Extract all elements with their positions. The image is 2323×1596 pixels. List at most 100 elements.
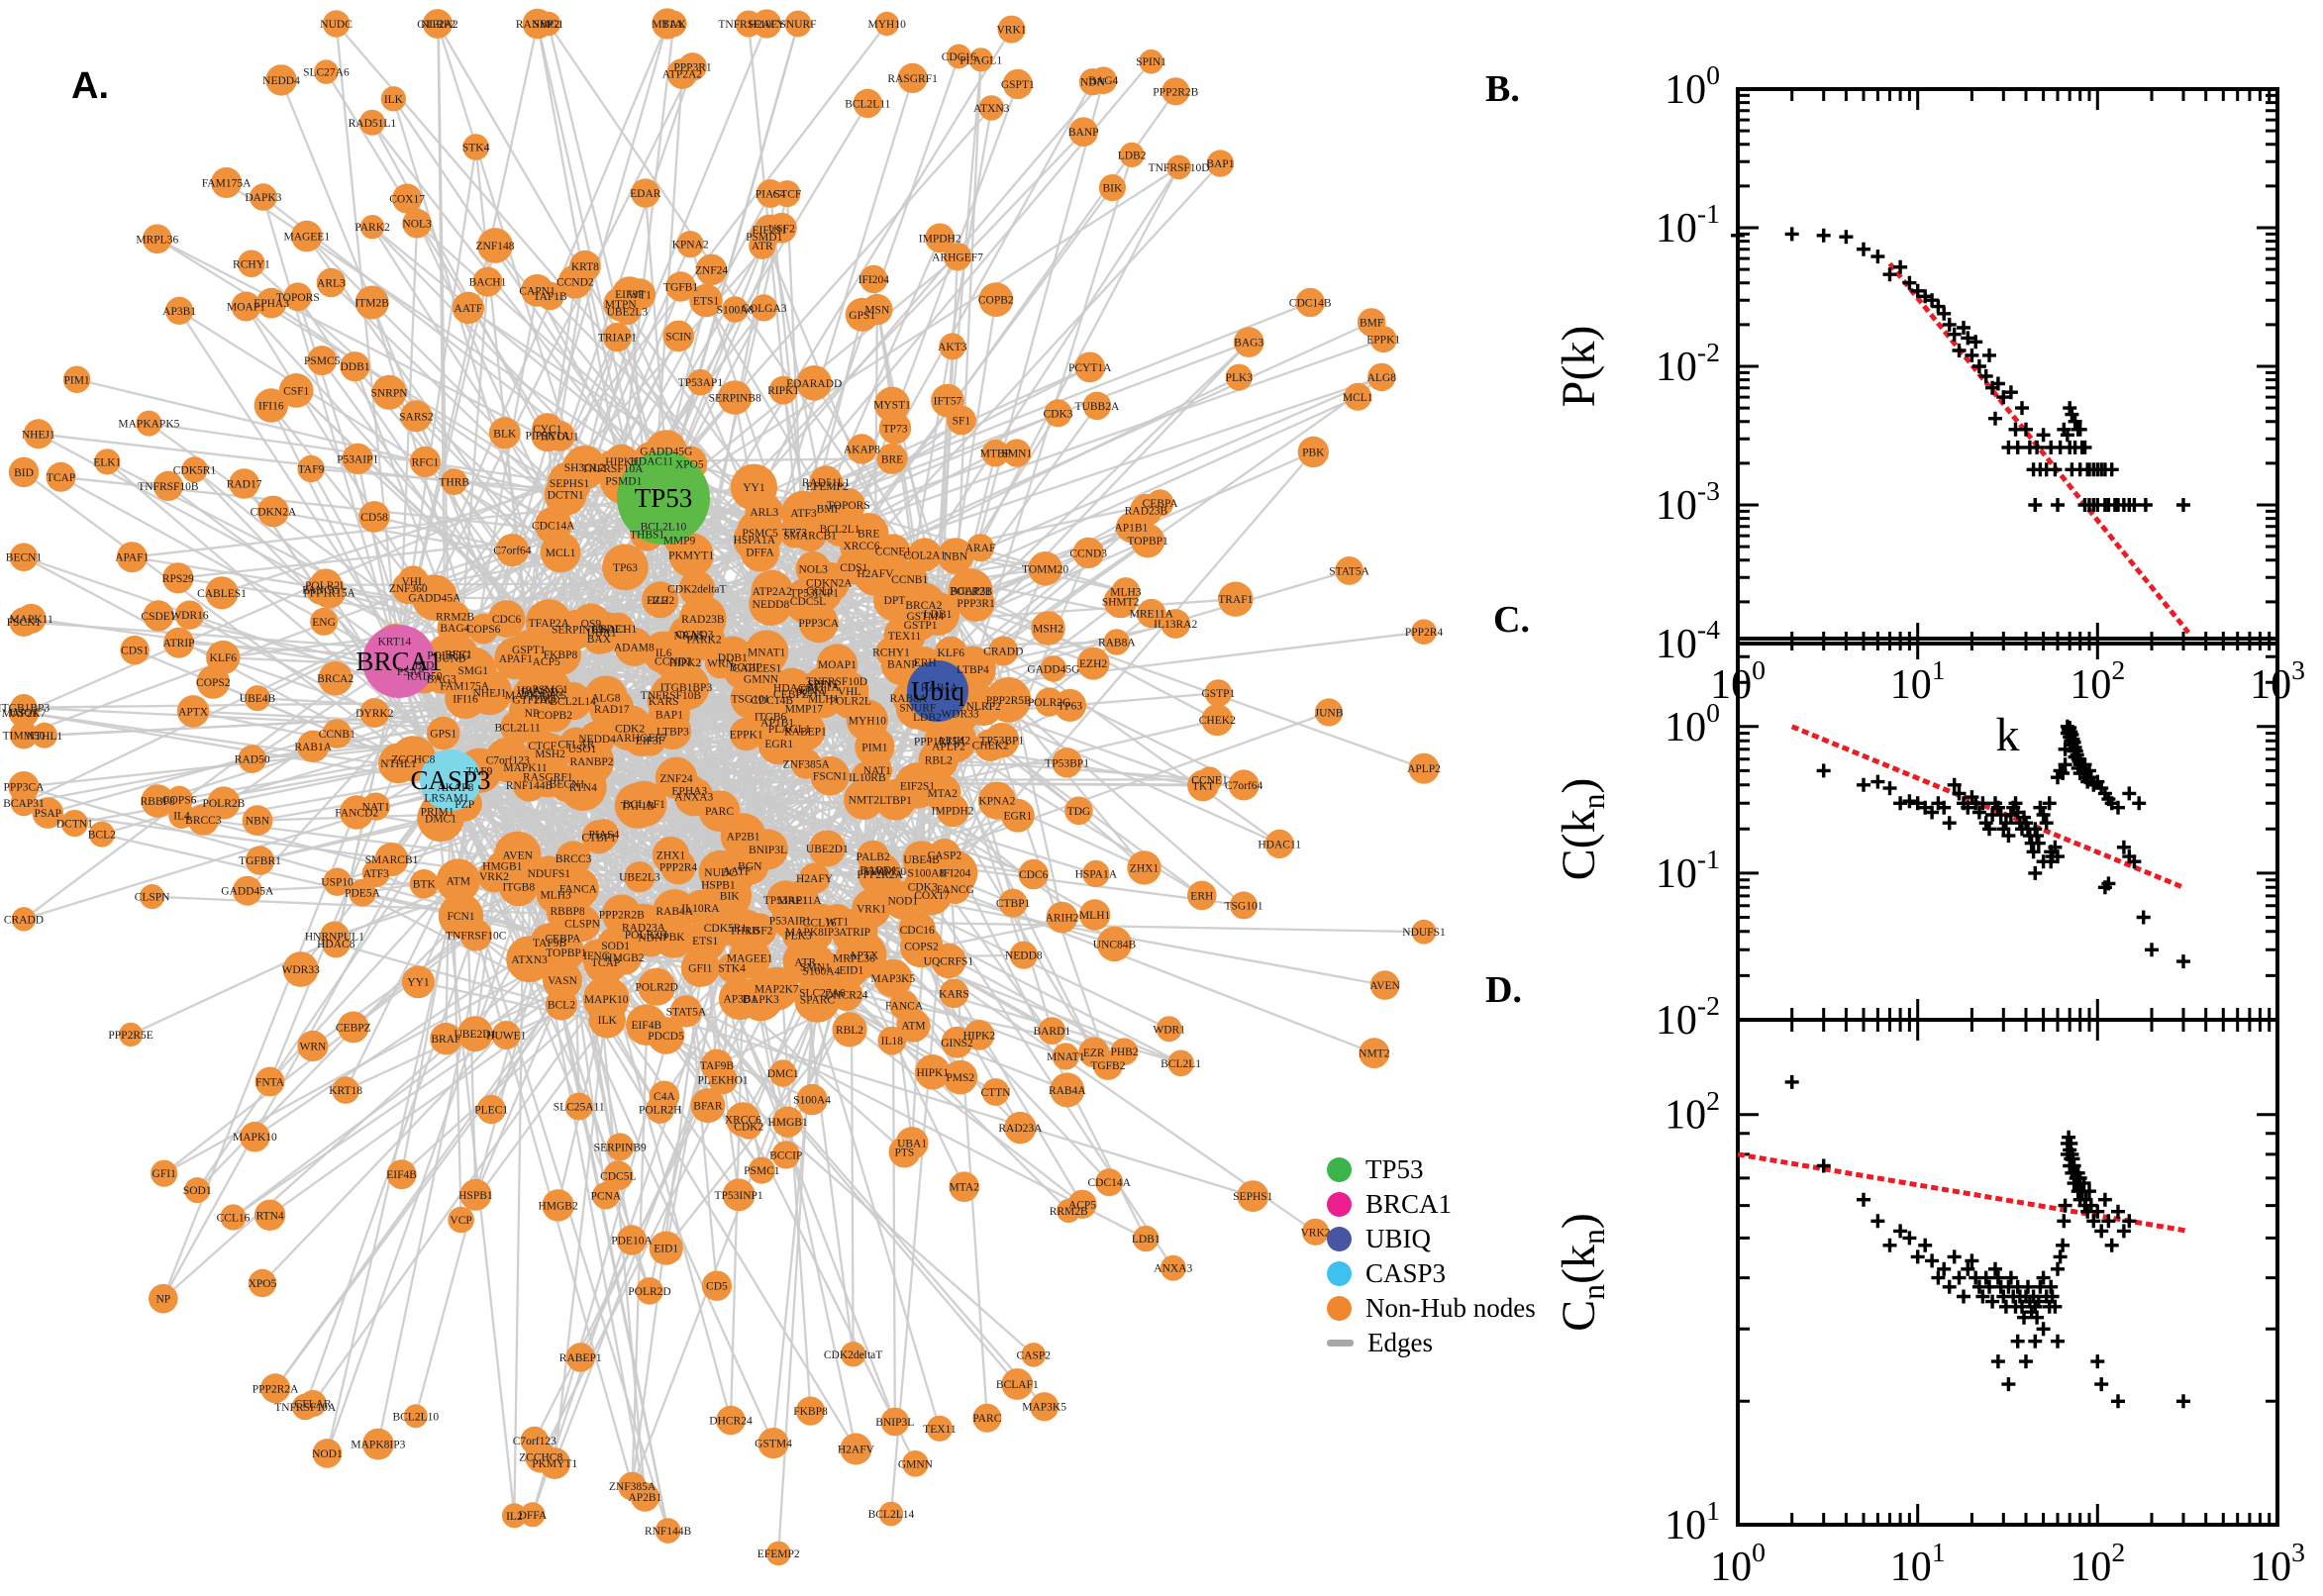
network-node[interactable] — [707, 909, 744, 946]
network-node[interactable] — [9, 543, 39, 571]
network-node[interactable] — [211, 167, 243, 198]
network-node[interactable] — [563, 905, 601, 942]
network-node[interactable] — [722, 296, 749, 323]
network-node[interactable] — [583, 675, 628, 720]
network-node[interactable] — [857, 840, 890, 873]
network-node[interactable] — [1038, 1017, 1066, 1045]
network-node[interactable] — [299, 1390, 327, 1418]
network-node[interactable] — [1040, 655, 1067, 682]
network-node[interactable] — [701, 1270, 733, 1301]
network-node[interactable] — [10, 789, 38, 817]
network-node[interactable] — [662, 320, 695, 352]
network-node[interactable] — [939, 978, 969, 1009]
network-node[interactable] — [1046, 901, 1078, 934]
network-node[interactable] — [655, 1518, 681, 1544]
network-node[interactable] — [278, 373, 314, 408]
network-node[interactable] — [642, 581, 679, 619]
network-node[interactable] — [466, 669, 513, 716]
network-node[interactable] — [798, 603, 839, 644]
network-node[interactable] — [1001, 798, 1035, 833]
network-node[interactable] — [181, 456, 208, 483]
network-node[interactable] — [948, 568, 993, 614]
network-node[interactable] — [265, 64, 297, 96]
network-node[interactable] — [472, 266, 503, 297]
network-node[interactable] — [611, 276, 648, 313]
network-node[interactable] — [1233, 327, 1264, 357]
network-node[interactable] — [972, 1403, 1002, 1433]
network-node[interactable] — [332, 1076, 359, 1104]
network-node[interactable] — [556, 867, 599, 910]
network-node[interactable] — [423, 9, 453, 39]
network-node[interactable] — [1068, 117, 1098, 147]
network-node[interactable] — [488, 417, 521, 449]
network-node[interactable] — [1357, 308, 1386, 337]
network-node[interactable] — [581, 820, 616, 854]
network-node[interactable] — [895, 1127, 929, 1160]
network-node[interactable] — [10, 694, 38, 722]
network-node[interactable] — [340, 351, 370, 382]
network-node[interactable] — [441, 468, 468, 495]
network-node[interactable] — [946, 44, 971, 69]
network-node[interactable] — [342, 443, 373, 475]
network-node[interactable] — [31, 722, 57, 748]
network-node[interactable] — [1204, 679, 1233, 707]
network-node[interactable] — [1092, 1049, 1123, 1080]
network-node[interactable] — [1237, 1180, 1269, 1212]
network-node[interactable] — [459, 1178, 492, 1211]
network-node[interactable] — [758, 1428, 789, 1459]
network-node[interactable] — [943, 243, 972, 271]
network-node[interactable] — [797, 567, 843, 614]
network-node[interactable] — [968, 48, 993, 72]
network-node[interactable] — [176, 695, 210, 728]
network-node[interactable] — [689, 283, 723, 318]
network-node[interactable] — [297, 454, 325, 483]
network-node[interactable] — [647, 1017, 685, 1054]
network-node[interactable] — [795, 1396, 826, 1426]
network-node[interactable] — [1139, 49, 1163, 74]
network-node[interactable] — [403, 1404, 428, 1429]
network-node[interactable] — [1044, 399, 1072, 428]
network-node[interactable] — [426, 716, 460, 750]
network-node[interactable] — [531, 855, 566, 891]
network-node[interactable] — [1225, 363, 1253, 391]
network-node[interactable] — [1228, 769, 1260, 801]
network-node[interactable] — [928, 838, 961, 871]
network-node[interactable] — [1001, 1368, 1034, 1400]
network-node[interactable] — [517, 675, 548, 706]
network-node[interactable] — [963, 685, 1004, 727]
network-node[interactable] — [174, 600, 205, 630]
network-node[interactable] — [897, 62, 928, 93]
network-node[interactable] — [149, 1283, 178, 1314]
network-node[interactable] — [915, 1054, 951, 1090]
network-node[interactable] — [1301, 1218, 1330, 1246]
network-node[interactable] — [1096, 926, 1133, 962]
network-node[interactable] — [1297, 436, 1330, 468]
network-node[interactable] — [848, 513, 889, 553]
network-node[interactable] — [401, 965, 435, 999]
network-node[interactable] — [542, 1189, 574, 1222]
network-node[interactable] — [1064, 796, 1093, 826]
network-node[interactable] — [184, 1177, 211, 1204]
network-node[interactable] — [1119, 142, 1145, 167]
network-node[interactable] — [1021, 1343, 1047, 1367]
network-node[interactable] — [796, 1083, 828, 1116]
network-node[interactable] — [452, 291, 485, 325]
network-node[interactable] — [943, 1059, 978, 1095]
network-node[interactable] — [642, 631, 685, 674]
network-node[interactable] — [1095, 1168, 1124, 1197]
network-node[interactable] — [729, 937, 771, 979]
network-node[interactable] — [665, 271, 696, 302]
network-node[interactable] — [936, 794, 969, 828]
network-node[interactable] — [618, 1471, 647, 1501]
network-node[interactable] — [386, 1159, 417, 1190]
network-node[interactable] — [498, 866, 539, 907]
network-node[interactable] — [680, 948, 720, 988]
network-node[interactable] — [119, 1022, 144, 1047]
network-node[interactable] — [244, 685, 271, 712]
network-node[interactable] — [707, 873, 753, 919]
network-node[interactable] — [1052, 1043, 1079, 1070]
network-node[interactable] — [652, 915, 696, 958]
network-node[interactable] — [654, 712, 692, 750]
network-node[interactable] — [557, 264, 592, 299]
network-node[interactable] — [1009, 941, 1038, 969]
